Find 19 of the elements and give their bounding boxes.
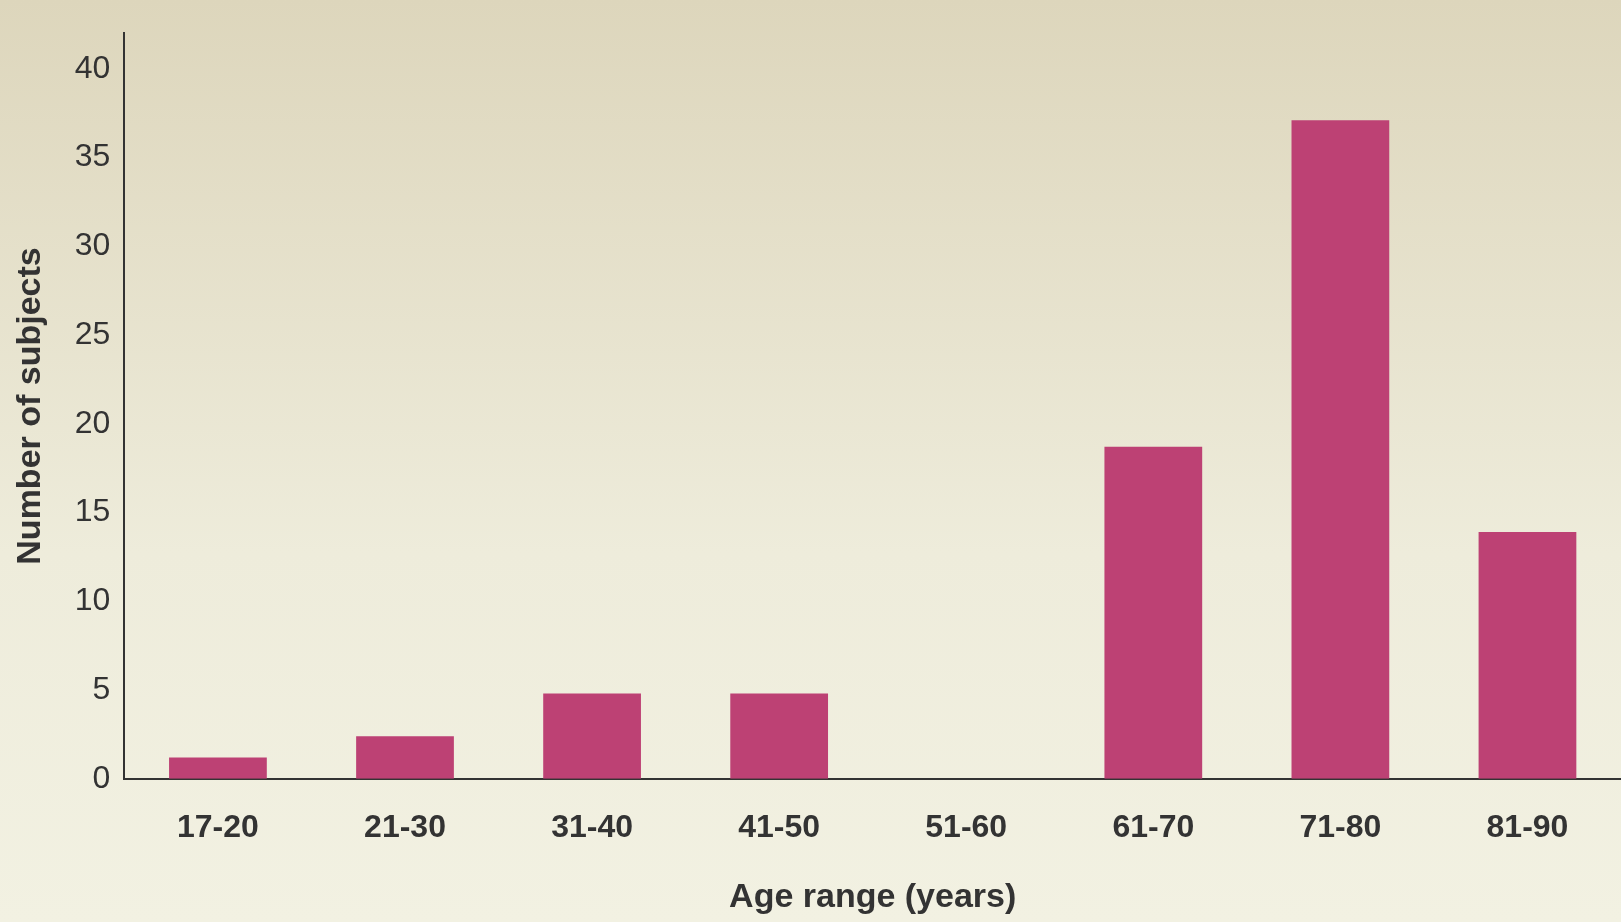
x-tick-label: 71-80: [1299, 807, 1382, 844]
y-tick-label: 20: [74, 403, 111, 440]
y-tick-label: 0: [92, 758, 111, 795]
x-tick-label: 31-40: [551, 807, 634, 844]
y-tick-label: 25: [74, 314, 111, 351]
x-tick-label: 41-50: [738, 807, 821, 844]
x-tick-label: 17-20: [177, 807, 259, 844]
y-tick-label: 10: [74, 581, 111, 618]
x-tick-label: 51-60: [925, 807, 1008, 844]
y-tick-label: 30: [74, 226, 111, 263]
y-tick-label: 15: [74, 492, 111, 529]
x-tick-label: 61-70: [1112, 807, 1195, 844]
y-tick-label: 5: [92, 669, 111, 706]
y-tick-label: 40: [74, 48, 111, 85]
x-tick-label: 81-90: [1486, 807, 1569, 844]
y-axis-title: Number of subjects: [8, 247, 47, 565]
x-tick-label: 21-30: [364, 807, 446, 844]
x-axis-title: Age range (years): [729, 875, 1017, 914]
y-tick-label: 35: [74, 137, 111, 174]
